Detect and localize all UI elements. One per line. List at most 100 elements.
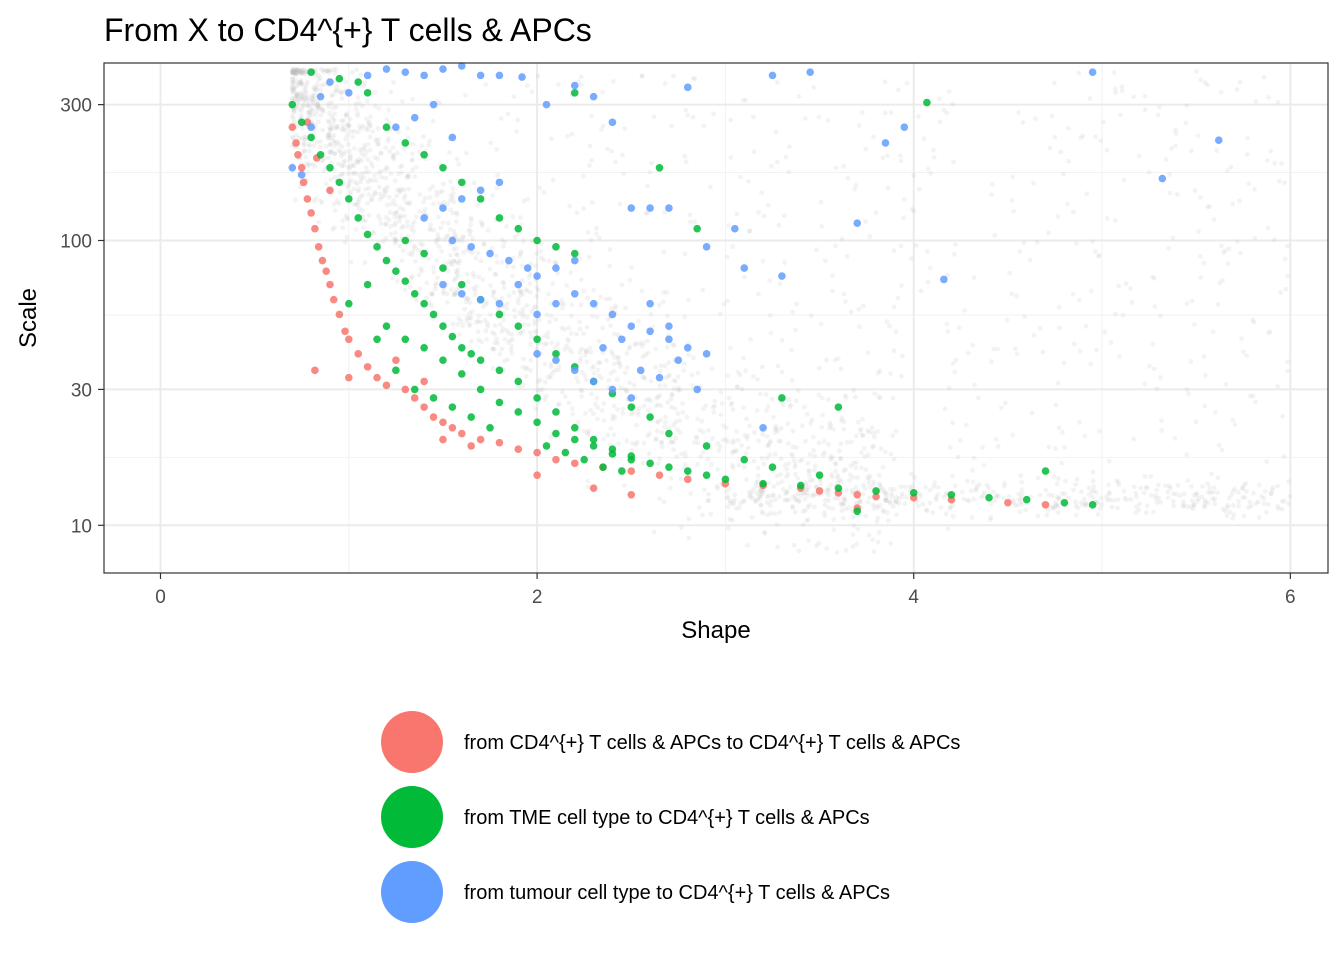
background-point bbox=[325, 155, 331, 161]
background-point bbox=[599, 375, 605, 381]
background-point bbox=[647, 169, 653, 175]
background-point bbox=[1097, 506, 1103, 511]
background-point bbox=[368, 114, 374, 120]
background-point bbox=[1244, 152, 1250, 157]
background-point bbox=[735, 369, 741, 375]
point-series-3 bbox=[759, 423, 767, 432]
background-point bbox=[589, 113, 594, 119]
background-point bbox=[943, 511, 949, 517]
background-point bbox=[517, 310, 523, 315]
background-point bbox=[1016, 497, 1022, 502]
background-point bbox=[1212, 501, 1218, 507]
point-series-1 bbox=[627, 467, 636, 475]
background-point bbox=[838, 441, 844, 446]
background-point bbox=[289, 95, 295, 101]
background-point bbox=[714, 483, 720, 489]
background-point bbox=[700, 287, 706, 293]
background-point bbox=[585, 478, 591, 484]
background-point bbox=[642, 376, 648, 382]
background-point bbox=[289, 79, 295, 85]
background-point bbox=[1253, 98, 1259, 104]
background-point bbox=[363, 125, 369, 131]
background-point bbox=[1059, 460, 1065, 466]
background-point bbox=[671, 447, 676, 453]
background-point bbox=[1211, 485, 1217, 491]
point-series-3 bbox=[523, 264, 532, 272]
background-point bbox=[767, 440, 772, 446]
background-point bbox=[498, 116, 504, 121]
background-point bbox=[608, 348, 614, 354]
background-point bbox=[436, 235, 441, 241]
background-point bbox=[327, 124, 333, 130]
background-point bbox=[875, 429, 881, 434]
background-point bbox=[872, 391, 878, 396]
background-point bbox=[1188, 504, 1194, 510]
background-point bbox=[799, 423, 805, 429]
background-point bbox=[843, 506, 849, 512]
background-point bbox=[298, 80, 304, 85]
background-point bbox=[1251, 319, 1257, 325]
background-point bbox=[454, 210, 460, 216]
background-point bbox=[700, 449, 706, 455]
background-point bbox=[314, 82, 320, 87]
background-point bbox=[302, 71, 308, 77]
background-point bbox=[295, 92, 300, 97]
background-point bbox=[795, 491, 801, 496]
background-point bbox=[290, 88, 296, 94]
background-point bbox=[319, 200, 325, 206]
background-point bbox=[290, 70, 295, 75]
background-point bbox=[1119, 88, 1125, 94]
point-series-3 bbox=[683, 83, 692, 92]
background-point bbox=[893, 499, 899, 505]
background-point bbox=[1286, 501, 1291, 507]
background-point bbox=[1270, 485, 1276, 490]
background-point bbox=[479, 223, 485, 228]
background-point bbox=[389, 275, 395, 281]
background-point bbox=[658, 368, 663, 374]
background-point bbox=[1053, 446, 1058, 452]
background-point bbox=[780, 402, 786, 408]
background-point bbox=[1054, 502, 1060, 508]
background-point bbox=[871, 482, 876, 488]
point-series-3 bbox=[495, 71, 504, 80]
background-point bbox=[294, 69, 300, 75]
background-point bbox=[409, 252, 415, 257]
background-point bbox=[941, 494, 947, 500]
background-point bbox=[1053, 402, 1059, 408]
point-series-2 bbox=[599, 463, 607, 471]
background-point bbox=[466, 323, 472, 329]
background-point bbox=[640, 354, 646, 360]
background-point bbox=[479, 339, 485, 345]
background-point bbox=[532, 304, 538, 309]
background-point bbox=[847, 472, 853, 478]
background-point bbox=[705, 456, 711, 462]
background-point bbox=[542, 379, 548, 385]
background-point bbox=[819, 223, 825, 229]
background-point bbox=[584, 324, 590, 330]
background-point bbox=[451, 246, 457, 252]
background-point bbox=[355, 113, 360, 119]
background-point bbox=[529, 238, 535, 244]
background-point bbox=[454, 270, 460, 276]
background-point bbox=[877, 481, 883, 487]
background-point bbox=[350, 134, 356, 140]
background-point bbox=[988, 515, 994, 520]
background-point bbox=[500, 326, 506, 332]
background-point bbox=[434, 257, 440, 263]
background-point bbox=[505, 357, 510, 363]
background-point bbox=[737, 505, 742, 511]
background-point bbox=[616, 360, 621, 366]
background-point bbox=[374, 138, 379, 144]
background-point bbox=[1133, 494, 1139, 500]
background-point bbox=[509, 351, 515, 356]
background-point bbox=[1189, 498, 1195, 504]
background-point bbox=[1245, 135, 1250, 141]
background-point bbox=[359, 171, 365, 176]
background-point bbox=[793, 462, 798, 468]
background-point bbox=[1238, 250, 1243, 256]
point-series-1 bbox=[307, 209, 315, 217]
background-point bbox=[611, 331, 617, 337]
background-point bbox=[754, 408, 760, 413]
point-series-2 bbox=[457, 280, 466, 289]
background-point bbox=[927, 487, 933, 493]
